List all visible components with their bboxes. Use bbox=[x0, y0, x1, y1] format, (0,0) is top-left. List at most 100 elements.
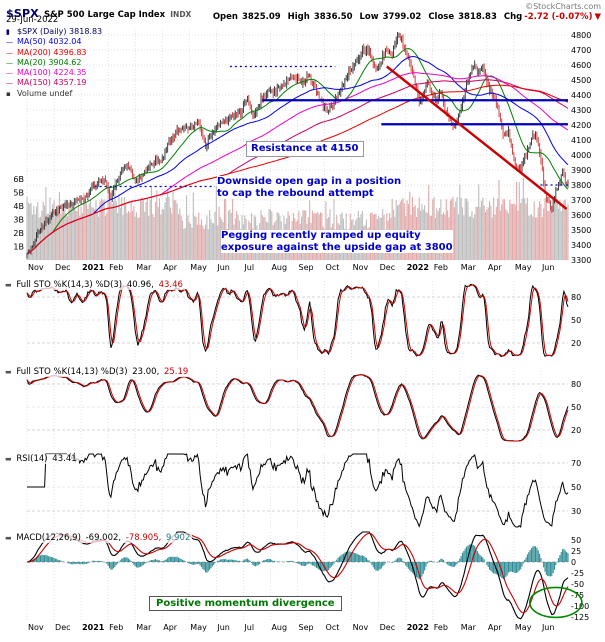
svg-text:-25: -25 bbox=[571, 569, 584, 578]
svg-text:4000: 4000 bbox=[571, 151, 591, 160]
svg-text:May: May bbox=[515, 263, 532, 272]
legend-label: MA(20) 3904.62 bbox=[17, 57, 82, 67]
open-value: 3825.09 bbox=[241, 12, 281, 22]
legend-item: — MA(20) 3904.62 bbox=[6, 58, 102, 68]
svg-text:Dec: Dec bbox=[380, 623, 395, 632]
svg-text:Aug: Aug bbox=[271, 623, 287, 632]
close-value: 3818.83 bbox=[458, 12, 497, 22]
svg-text:-50: -50 bbox=[571, 580, 584, 589]
gap-annotation-line1: Downside open gap in a position bbox=[217, 176, 402, 187]
svg-text:4100: 4100 bbox=[571, 136, 591, 145]
svg-text:Feb: Feb bbox=[434, 263, 448, 272]
legend: ▮ $SPX (Daily) 3818.83 — MA(50) 4032.04 — MA(… bbox=[6, 27, 102, 99]
svg-text:Mar: Mar bbox=[461, 263, 477, 272]
svg-text:50: 50 bbox=[571, 536, 581, 545]
svg-text:Oct: Oct bbox=[326, 623, 340, 632]
svg-text:Jun: Jun bbox=[216, 623, 230, 632]
sto-fast-panel-svg: 80 50 20 bbox=[26, 281, 581, 360]
svg-text:50: 50 bbox=[571, 316, 581, 325]
legend-item: — MA(200) 4396.83 bbox=[6, 48, 102, 58]
divergence-annotation: Positive momentum divergence bbox=[149, 596, 342, 611]
svg-text:3600: 3600 bbox=[571, 211, 591, 220]
svg-text:25: 25 bbox=[571, 547, 581, 556]
index-name: S&P 500 Large Cap Index bbox=[44, 10, 166, 20]
svg-text:Aug: Aug bbox=[271, 263, 287, 272]
svg-text:Sep: Sep bbox=[299, 263, 314, 272]
legend-label: Volume undef bbox=[17, 88, 73, 98]
svg-text:3900: 3900 bbox=[571, 166, 591, 175]
svg-text:Mar: Mar bbox=[461, 623, 477, 632]
high-value: 3836.50 bbox=[313, 12, 353, 22]
macd-panel-label: ▬ MACD(12,26,9) -69.002, -78.905, 9.902 bbox=[5, 533, 193, 543]
svg-text:20: 20 bbox=[571, 426, 581, 435]
svg-text:3500: 3500 bbox=[571, 226, 591, 235]
svg-text:Mar: Mar bbox=[136, 263, 152, 272]
legend-label: MA(200) 4396.83 bbox=[17, 47, 87, 57]
indicator-k-value: 40.96, bbox=[126, 280, 154, 290]
chart-date: 29-Jun-2022 bbox=[6, 15, 59, 25]
sto1-panel-label: ▬ Full STO %K(14,3) %D(3) 40.96, 43.46 bbox=[5, 280, 185, 290]
svg-text:70: 70 bbox=[571, 459, 581, 468]
svg-text:Jul: Jul bbox=[243, 263, 254, 272]
svg-text:1B: 1B bbox=[13, 243, 24, 252]
svg-text:2022: 2022 bbox=[407, 263, 429, 272]
svg-text:May: May bbox=[190, 623, 207, 632]
svg-text:4200: 4200 bbox=[571, 121, 591, 130]
svg-text:6B: 6B bbox=[13, 175, 24, 184]
svg-text:Jun: Jun bbox=[541, 623, 555, 632]
open-label: Open bbox=[212, 12, 238, 22]
svg-text:3300: 3300 bbox=[571, 256, 591, 265]
svg-text:Nov: Nov bbox=[28, 623, 44, 632]
title-row: $SPX S&P 500 Large Cap Index INDX bbox=[6, 2, 191, 21]
rsi-panel-svg: 70 50 30 bbox=[26, 452, 581, 529]
svg-text:3400: 3400 bbox=[571, 241, 591, 250]
legend-marker-icon: ▮ bbox=[6, 28, 10, 36]
indicator-name: Full STO %K(14,13) %D(3) bbox=[16, 367, 128, 377]
indicator-line-icon: ▬ bbox=[5, 281, 12, 289]
signal-value: -78.905, bbox=[125, 533, 162, 543]
indicator-d-value: 25.19 bbox=[163, 367, 189, 377]
pegging-annotation-line1: Pegging recently ramped up equity bbox=[221, 230, 421, 241]
svg-text:-75: -75 bbox=[571, 591, 584, 600]
svg-text:2B: 2B bbox=[13, 229, 24, 238]
svg-text:4500: 4500 bbox=[571, 76, 591, 85]
pegging-annotation: Pegging recently ramped up equity exposu… bbox=[221, 230, 453, 253]
divergence-annotation-text: Positive momentum divergence bbox=[156, 598, 335, 609]
legend-label: MA(50) 4032.04 bbox=[17, 37, 82, 47]
close-label: Close bbox=[428, 12, 455, 22]
indicator-k-value: 23.00, bbox=[132, 367, 160, 377]
svg-text:Dec: Dec bbox=[380, 263, 395, 272]
indicator-name: Full STO %K(14,3) %D(3) bbox=[16, 280, 123, 290]
svg-text:Apr: Apr bbox=[488, 623, 503, 632]
chg-label: Chg bbox=[503, 12, 523, 22]
legend-marker-icon: ▪ bbox=[6, 89, 11, 98]
svg-text:80: 80 bbox=[571, 293, 581, 302]
legend-item: — MA(50) 4032.04 bbox=[6, 37, 102, 47]
legend-marker-icon: — bbox=[6, 48, 13, 57]
svg-text:Dec: Dec bbox=[55, 623, 70, 632]
pegging-annotation-line2: exposure against the upside gap at 3800 bbox=[221, 241, 453, 253]
svg-text:Apr: Apr bbox=[163, 263, 178, 272]
svg-text:Jul: Jul bbox=[243, 623, 254, 632]
legend-item: ▪ Volume undef bbox=[6, 89, 102, 99]
svg-text:4B: 4B bbox=[13, 202, 24, 211]
svg-text:Jun: Jun bbox=[541, 263, 555, 272]
svg-text:Apr: Apr bbox=[488, 263, 503, 272]
svg-text:50: 50 bbox=[571, 483, 581, 492]
chg-value: -2.72 (-0.07%) bbox=[524, 12, 593, 22]
resistance-annotation: Resistance at 4150 bbox=[246, 141, 364, 157]
ticker-symbol: $SPX bbox=[6, 7, 39, 20]
svg-text:Nov: Nov bbox=[353, 263, 369, 272]
svg-text:Jun: Jun bbox=[216, 263, 230, 272]
svg-text:Feb: Feb bbox=[434, 623, 448, 632]
svg-text:4400: 4400 bbox=[571, 91, 591, 100]
svg-text:0: 0 bbox=[571, 558, 576, 567]
svg-text:2022: 2022 bbox=[407, 623, 429, 632]
indicator-name: MACD(12,26,9) bbox=[16, 533, 81, 543]
legend-item: — MA(150) 4357.19 bbox=[6, 78, 102, 88]
low-label: Low bbox=[359, 12, 379, 22]
gap-annotation: Downside open gap in a position to cap t… bbox=[217, 176, 402, 199]
indicator-value: 43.41 bbox=[52, 454, 77, 464]
indicator-name: RSI(14) bbox=[16, 454, 48, 464]
